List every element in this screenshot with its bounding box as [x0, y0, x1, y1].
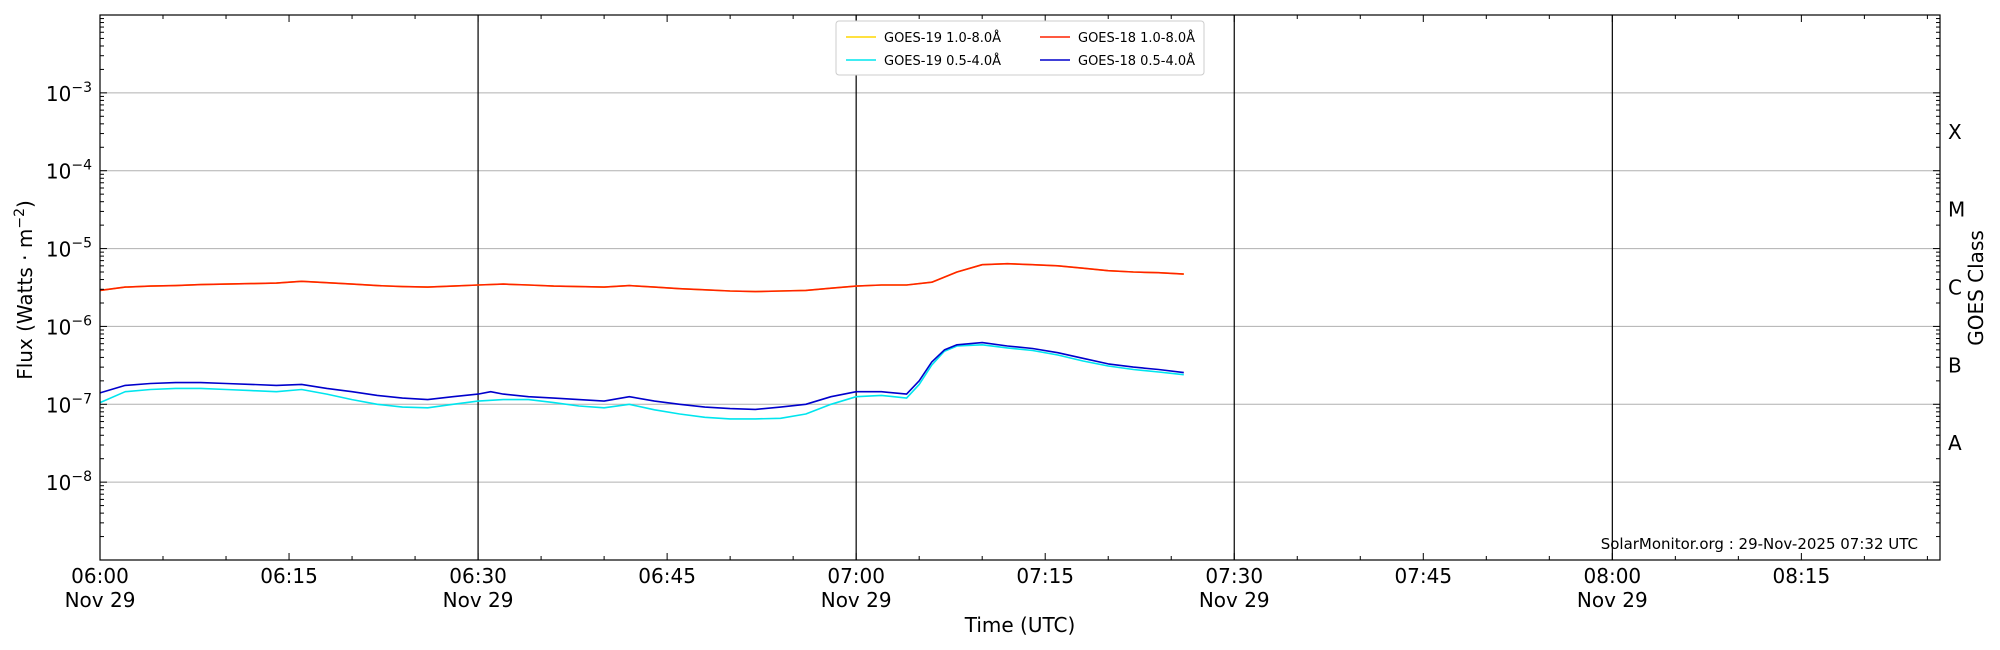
series-line-3 — [99, 343, 1184, 420]
goes-class-label: X — [1948, 120, 1962, 144]
legend-label: GOES-18 1.0-8.0Å — [1078, 30, 1195, 46]
x-tick-label: 07:45 — [1394, 564, 1452, 588]
y-tick-label: 10−6 — [46, 313, 92, 339]
y-axis-title: Flux (Watts · m−2) — [12, 200, 37, 380]
grid-layer — [100, 15, 1940, 560]
legend-box — [835, 20, 1205, 76]
credit-text: SolarMonitor.org : 29-Nov-2025 07:32 UTC — [1601, 535, 1918, 553]
x-tick-label: 06:30 — [449, 564, 507, 588]
x-tick-label: 06:00 — [71, 564, 129, 588]
series-line-1 — [99, 262, 1184, 293]
x-tick-label: 07:15 — [1016, 564, 1074, 588]
goes-class-label: B — [1948, 353, 1962, 377]
legend-label: GOES-19 0.5-4.0Å — [884, 53, 1001, 69]
goes-class-label: M — [1948, 198, 1965, 222]
x-tick-label: 06:45 — [638, 564, 696, 588]
x-tick-label: 08:00 — [1584, 564, 1642, 588]
y-tick-label: 10−7 — [46, 391, 92, 417]
y-tick-label: 10−3 — [46, 80, 92, 106]
legend-label: GOES-18 0.5-4.0Å — [1078, 53, 1195, 69]
x-tick-label: 07:30 — [1205, 564, 1263, 588]
series-layer — [99, 262, 1184, 420]
plot-frame — [99, 14, 1941, 561]
x-tick-date-label: Nov 29 — [1577, 588, 1648, 612]
x-tick-date-label: Nov 29 — [821, 588, 892, 612]
x-tick-label: 06:15 — [260, 564, 318, 588]
goes-class-label: A — [1948, 431, 1962, 455]
legend-label: GOES-19 1.0-8.0Å — [884, 30, 1001, 46]
x-axis-title: Time (UTC) — [964, 613, 1076, 637]
x-tick-label: 07:00 — [827, 564, 885, 588]
legend: GOES-19 1.0-8.0Å GOES-19 0.5-4.0Å GOES-18 … — [835, 20, 1205, 76]
y-tick-label: 10−5 — [46, 236, 92, 262]
x-tick-label: 08:15 — [1773, 564, 1831, 588]
y2-axis-title: GOES Class — [1964, 230, 1988, 346]
series-line-2 — [99, 262, 1184, 293]
x-tick-date-label: Nov 29 — [443, 588, 514, 612]
x-tick-date-label: Nov 29 — [65, 588, 136, 612]
x-tick-date-label: Nov 29 — [1199, 588, 1270, 612]
goes-class-label: C — [1948, 276, 1962, 300]
series-line-4 — [99, 341, 1184, 411]
y-tick-label: 10−4 — [46, 158, 92, 184]
y-tick-label: 10−8 — [46, 469, 92, 495]
